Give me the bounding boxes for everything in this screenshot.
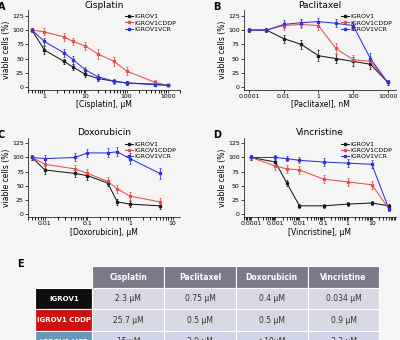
Text: 2.3 μM: 2.3 μM — [115, 294, 141, 303]
Bar — [92, 309, 164, 331]
Bar — [35, 309, 92, 331]
Bar — [308, 288, 380, 309]
Y-axis label: viable cells (%): viable cells (%) — [218, 21, 227, 79]
X-axis label: [Cisplatin], μM: [Cisplatin], μM — [76, 100, 132, 109]
Text: IGROV1: IGROV1 — [49, 295, 79, 302]
Bar — [164, 266, 236, 288]
Bar — [35, 288, 92, 309]
Bar — [236, 266, 308, 288]
Text: E: E — [17, 259, 24, 269]
Text: Doxorubicin: Doxorubicin — [246, 273, 298, 282]
Legend: IGROV1, IGROV1CDDP, IGROV1VCR: IGROV1, IGROV1CDDP, IGROV1VCR — [124, 13, 177, 33]
Text: 0.75 μM: 0.75 μM — [185, 294, 216, 303]
Legend: IGROV1, IGROV1CDDP, IGROV1VCR: IGROV1, IGROV1CDDP, IGROV1VCR — [340, 141, 393, 160]
Y-axis label: viable cells (%): viable cells (%) — [2, 148, 11, 207]
Text: 0.9 μM: 0.9 μM — [330, 316, 356, 325]
Text: 15 μM: 15 μM — [116, 337, 140, 340]
Text: 3.3 μM: 3.3 μM — [330, 337, 356, 340]
Y-axis label: viable cells (%): viable cells (%) — [218, 148, 227, 207]
Text: IGROV1 VCR: IGROV1 VCR — [40, 339, 88, 340]
Bar — [308, 331, 380, 340]
Text: 0.034 μM: 0.034 μM — [326, 294, 362, 303]
Title: Doxorubicin: Doxorubicin — [77, 129, 131, 137]
X-axis label: [Paclitaxel], nM: [Paclitaxel], nM — [290, 100, 350, 109]
Bar — [92, 266, 164, 288]
Text: B: B — [214, 2, 221, 12]
Text: A: A — [0, 2, 5, 12]
Text: Vincristine: Vincristine — [320, 273, 367, 282]
Bar — [164, 331, 236, 340]
Text: D: D — [214, 130, 222, 140]
Legend: IGROV1, IGROV1CDDP, IGROV1VCR: IGROV1, IGROV1CDDP, IGROV1VCR — [340, 13, 393, 33]
Text: 0.4 μM: 0.4 μM — [259, 294, 285, 303]
Bar — [236, 331, 308, 340]
Text: >10μM: >10μM — [258, 337, 286, 340]
Text: 25.7 μM: 25.7 μM — [113, 316, 144, 325]
Text: 0.5 μM: 0.5 μM — [187, 316, 213, 325]
X-axis label: [Doxorubicin], μM: [Doxorubicin], μM — [70, 228, 138, 237]
Bar — [92, 288, 164, 309]
Bar — [92, 331, 164, 340]
Text: C: C — [0, 130, 5, 140]
Text: Cisplatin: Cisplatin — [109, 273, 147, 282]
Text: 0.5 μM: 0.5 μM — [259, 316, 285, 325]
Bar — [308, 309, 380, 331]
Text: 2.9 μM: 2.9 μM — [187, 337, 213, 340]
Bar — [308, 266, 380, 288]
Bar — [236, 288, 308, 309]
Text: Paclitaxel: Paclitaxel — [179, 273, 221, 282]
Title: Paclitaxel: Paclitaxel — [298, 1, 342, 10]
Bar — [35, 331, 92, 340]
Bar — [236, 309, 308, 331]
X-axis label: [Vincristine], μM: [Vincristine], μM — [288, 228, 352, 237]
Bar — [164, 309, 236, 331]
Title: Vincristine: Vincristine — [296, 129, 344, 137]
Legend: IGROV1, IGROV1CDDP, IGROV1VCR: IGROV1, IGROV1CDDP, IGROV1VCR — [124, 141, 177, 160]
Title: Cisplatin: Cisplatin — [84, 1, 124, 10]
Y-axis label: viable cells (%): viable cells (%) — [2, 21, 11, 79]
Text: IGROV1 CDDP: IGROV1 CDDP — [37, 317, 91, 323]
Bar — [164, 288, 236, 309]
